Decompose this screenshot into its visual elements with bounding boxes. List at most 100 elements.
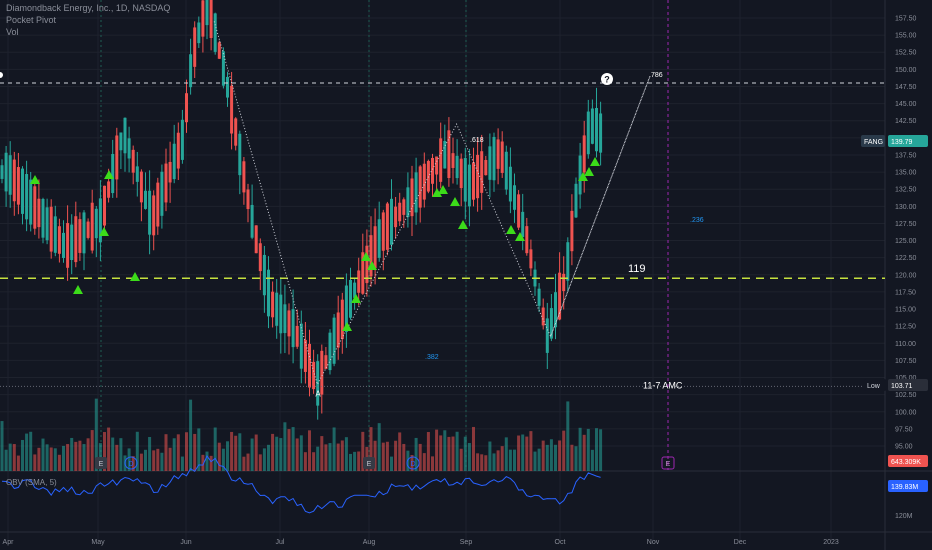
candle-body	[176, 132, 180, 169]
volume-bar	[45, 444, 49, 471]
volume-bar	[525, 436, 529, 471]
y-tick-label: 120.00	[895, 272, 917, 279]
candle-body	[168, 161, 172, 183]
candle-body	[131, 149, 135, 173]
volume-bar	[230, 431, 234, 471]
candle-body	[570, 210, 574, 252]
candle-body	[435, 156, 439, 175]
volume-bar	[496, 450, 500, 471]
y-tick-label: 100.00	[895, 409, 917, 416]
volume-bar	[156, 448, 160, 471]
y-tick-label: 127.50	[895, 221, 917, 228]
volume-bar	[361, 431, 365, 471]
volume-bar	[21, 439, 24, 471]
volume-bar	[197, 428, 201, 471]
candle-body	[299, 323, 303, 369]
volume-bar	[49, 447, 53, 471]
candle-body	[586, 111, 590, 155]
candle-body	[537, 288, 541, 306]
volume-bar	[86, 438, 90, 471]
volume-badge-bg	[888, 455, 928, 467]
volume-bar	[127, 448, 131, 471]
candle-body	[156, 182, 160, 227]
candle-body	[554, 292, 557, 328]
volume-bar	[217, 442, 221, 471]
earnings-marker-icon	[95, 457, 107, 469]
obv-badge-bg	[888, 480, 928, 492]
volume-bar	[332, 427, 336, 471]
y-tick-label: 107.50	[895, 358, 917, 365]
candle-body	[12, 159, 16, 202]
candle-body	[385, 203, 389, 250]
x-tick-label: Jun	[180, 539, 191, 546]
volume-bar	[213, 427, 217, 471]
earnings-marker-icon	[363, 457, 375, 469]
dividend-marker-icon	[406, 456, 420, 470]
volume-bar	[533, 451, 537, 471]
edge-marker	[0, 72, 3, 78]
candle-body	[201, 0, 205, 37]
y-tick-label: 122.50	[895, 255, 917, 262]
volume-bar	[189, 399, 193, 471]
pocket-pivot-triangle	[584, 167, 594, 176]
candle-body	[582, 135, 586, 173]
low-price-badge: 103.71	[891, 383, 913, 390]
x-tick-label: Nov	[647, 539, 660, 546]
volume-bar	[271, 433, 275, 471]
volume-bar	[119, 438, 123, 471]
candle-body	[279, 294, 283, 334]
candle-body	[94, 208, 98, 239]
candle-body	[504, 151, 508, 190]
volume-bar	[295, 438, 299, 471]
volume-bar	[242, 456, 246, 471]
volume-bar	[549, 439, 553, 471]
candle-body	[541, 307, 545, 326]
volume-bar	[582, 434, 586, 471]
volume-bar	[78, 440, 82, 471]
y-tick-label: 112.50	[895, 324, 916, 331]
candle-body	[0, 165, 4, 179]
candle-body	[484, 159, 488, 176]
candle-body	[29, 179, 33, 225]
x-tick-label: Apr	[3, 539, 15, 546]
candle-body	[74, 216, 78, 263]
volume-bar	[488, 441, 492, 471]
volume-bar	[254, 434, 258, 471]
candle-body	[246, 189, 250, 210]
candle-body	[336, 312, 340, 348]
volume-bar	[103, 432, 106, 471]
question-icon	[601, 73, 613, 85]
volume-bar	[508, 449, 512, 471]
fib-ratio-label: .236	[690, 217, 704, 224]
candle-body	[148, 190, 152, 235]
volume-bar	[377, 423, 381, 471]
candle-body	[57, 226, 61, 254]
candle-body	[488, 146, 492, 180]
candle-body	[517, 194, 521, 228]
candle-body	[406, 187, 410, 218]
y-tick-label: 142.50	[895, 118, 917, 125]
volume-bar	[566, 401, 570, 471]
candle-body	[566, 242, 570, 281]
candle-body	[414, 172, 418, 213]
candle-body	[463, 158, 467, 202]
harmonic-point-label: A	[315, 389, 321, 398]
volume-bar	[25, 433, 29, 471]
pocket-pivot-triangle	[367, 261, 377, 270]
candle-body	[119, 132, 123, 151]
candle-body	[98, 198, 102, 243]
candle-body	[250, 204, 254, 238]
candle-body	[381, 212, 385, 251]
volume-label: Vol	[6, 27, 19, 37]
candle-body	[545, 318, 549, 353]
candle-body	[443, 140, 447, 169]
pocket-pivot-triangle	[432, 188, 442, 197]
volume-bar	[410, 454, 414, 471]
candle-body	[78, 219, 82, 253]
volume-bar	[426, 432, 430, 471]
event-marker-label: D	[128, 461, 133, 468]
volume-bar	[226, 441, 229, 471]
volume-bar	[357, 451, 361, 471]
volume-bar	[467, 443, 471, 471]
